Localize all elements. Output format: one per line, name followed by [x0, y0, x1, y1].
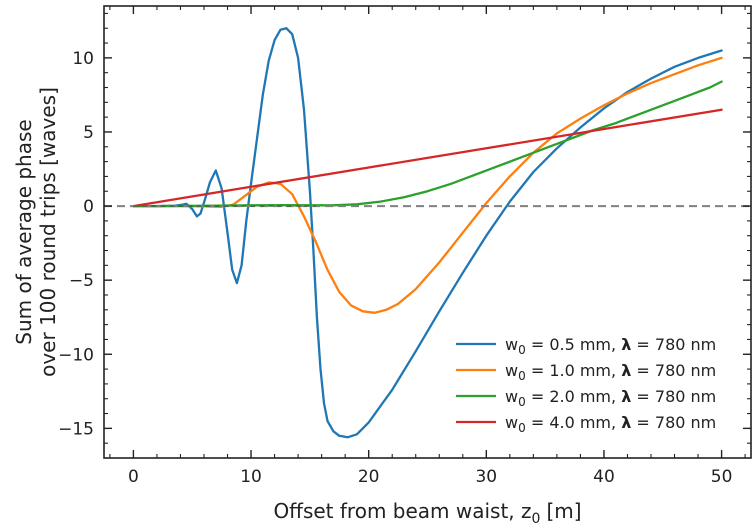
series-layer [104, 27, 751, 439]
x-axis-label-main: Offset from beam waist, z [273, 499, 531, 523]
plot-background [104, 6, 751, 458]
legend-label-3: w0 = 2.0 mm, λ = 780 nm [505, 387, 716, 409]
y-tick-label: −15 [58, 419, 94, 439]
y-tick-label: −10 [58, 345, 94, 365]
legend-label-1: w0 = 0.5 mm, λ = 780 nm [505, 335, 716, 357]
series-line-2 [132, 56, 723, 314]
y-tick-label: 0 [83, 197, 94, 217]
y-tick-label: 10 [72, 49, 94, 69]
plot-frame [103, 5, 752, 459]
x-tick-label: 10 [240, 467, 262, 487]
y-axis-label: Sum of average phase over 100 round trip… [12, 87, 60, 377]
x-tick-label: 50 [711, 467, 733, 487]
y-axis-label-line1: Sum of average phase [12, 119, 36, 344]
legend-label-4: w0 = 4.0 mm, λ = 780 nm [505, 413, 716, 435]
tick-layer: 0 10 20 30 40 50 −15 −10 −5 0 5 10 [58, 6, 751, 487]
x-tick-label: 0 [128, 467, 139, 487]
series-line-4 [132, 108, 723, 208]
legend: w0 = 0.5 mm, λ = 780 nm w0 = 1.0 mm, λ = … [456, 335, 716, 435]
x-axis-label: Offset from beam waist, z0 [m] [273, 499, 581, 527]
x-tick-label: 20 [358, 467, 380, 487]
x-axis-label-subscript: 0 [532, 511, 541, 527]
y-tick-label: −5 [69, 271, 94, 291]
y-tick-label: 5 [83, 123, 94, 143]
y-axis-label-line2: over 100 round trips [waves] [36, 87, 60, 377]
x-tick-label: 40 [593, 467, 615, 487]
series-line-1 [132, 27, 723, 439]
x-axis-label-unit: [m] [546, 499, 581, 523]
legend-label-2: w0 = 1.0 mm, λ = 780 nm [505, 361, 716, 383]
x-tick-label: 30 [475, 467, 497, 487]
